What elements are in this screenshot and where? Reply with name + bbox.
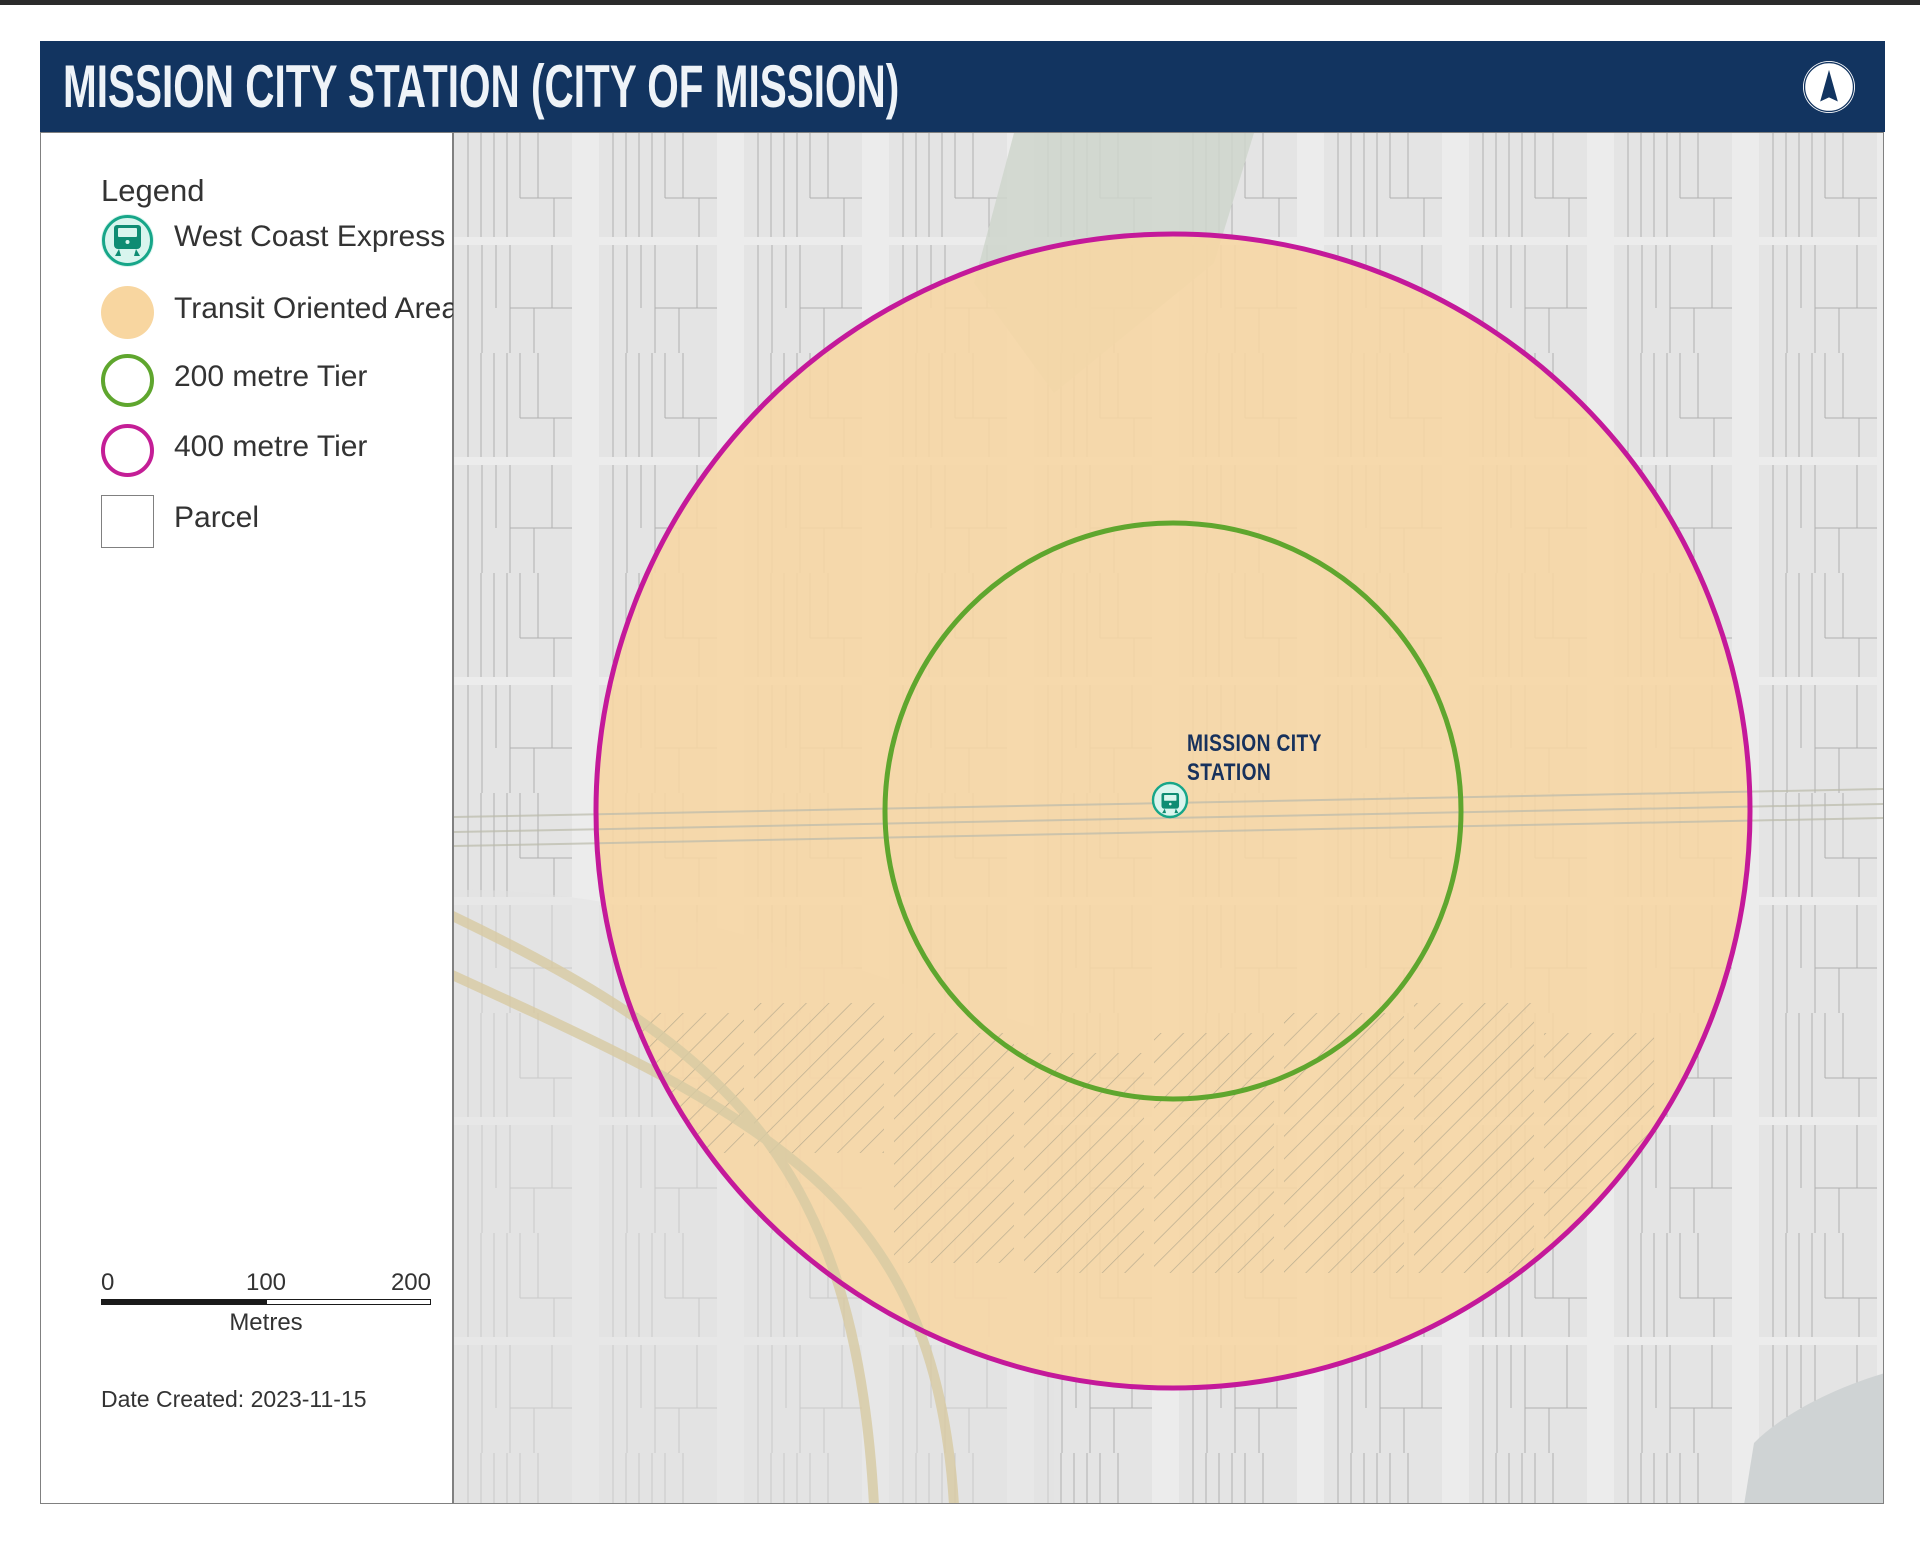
svg-text:STATION: STATION — [1187, 758, 1271, 786]
svg-text:MISSION CITY: MISSION CITY — [1187, 729, 1322, 757]
